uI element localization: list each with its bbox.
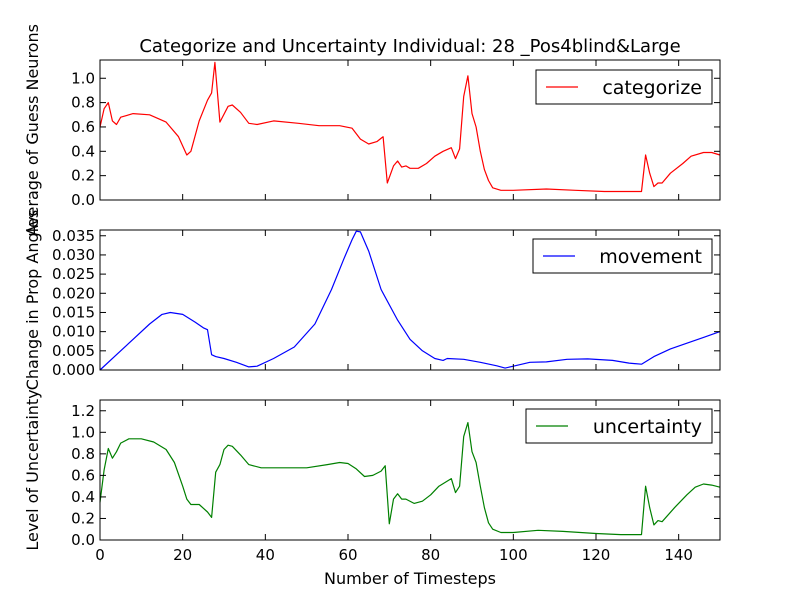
- y-tick-label: 0.005: [52, 342, 95, 360]
- figure-title: Categorize and Uncertainty Individual: 2…: [139, 36, 680, 57]
- x-tick-label: 60: [338, 546, 357, 564]
- x-tick-label: 100: [499, 546, 528, 564]
- y-tick-label: 0.6: [71, 118, 95, 136]
- x-tick-label: 80: [421, 546, 440, 564]
- axes-frame: [99, 59, 721, 201]
- legend-label-movement: movement: [599, 246, 702, 268]
- y-tick-label: 0.0: [71, 531, 95, 549]
- y-axis-label: Change in Prop Angles: [23, 210, 42, 391]
- x-axis-label: Number of Timesteps: [324, 569, 496, 588]
- legend: categorize: [535, 69, 713, 105]
- x-tick-label: 20: [173, 546, 192, 564]
- series-line-uncertainty: [99, 422, 721, 536]
- axes-frame: [99, 229, 721, 371]
- y-tick-label: 0.2: [71, 167, 95, 185]
- y-tick-label: 0.8: [71, 94, 95, 112]
- panel-1: 0.0 0.2 0.4 0.6 0.8 1.0 Average of Guess Neuro…: [23, 24, 721, 236]
- legend: uncertainty: [525, 408, 713, 444]
- legend: movement: [532, 238, 713, 274]
- legend-label-uncertainty: uncertainty: [593, 416, 702, 438]
- y-tick-label: 0.8: [71, 445, 95, 463]
- legend-label-categorize: categorize: [602, 77, 702, 99]
- y-tick-label: 0.015: [52, 303, 95, 321]
- x-tick-label: 120: [582, 546, 611, 564]
- y-tick-label: 0.2: [71, 509, 95, 527]
- y-tick-label: 1.2: [71, 402, 95, 420]
- y-tick-label: 0.000: [52, 361, 95, 379]
- y-axis-label: Level of Uncertainty: [23, 389, 42, 550]
- x-tick-label: 140: [664, 546, 693, 564]
- y-tick-label: 0.0: [71, 191, 95, 209]
- y-axis-label: Average of Guess Neurons: [23, 24, 42, 236]
- y-tick-label: 0.4: [71, 488, 95, 506]
- x-tick-label: 40: [256, 546, 275, 564]
- legend-box: [532, 238, 713, 274]
- y-tick-label: 0.010: [52, 323, 95, 341]
- series-line-categorize: [99, 61, 721, 193]
- axes-frame: [99, 399, 721, 541]
- y-tick-label: 1.0: [71, 69, 95, 87]
- y-tick-label: 0.020: [52, 284, 95, 302]
- y-tick-label: 0.035: [52, 227, 95, 245]
- y-tick-label: 0.6: [71, 466, 95, 484]
- y-tick-label: 0.030: [52, 246, 95, 264]
- x-tick-label: 0: [95, 546, 105, 564]
- y-tick-label: 0.025: [52, 265, 95, 283]
- panels: 0.0 0.2 0.4 0.6 0.8 1.0 Average of Guess Neuro…: [23, 24, 721, 564]
- y-tick-label: 1.0: [71, 423, 95, 441]
- y-tick-label: 0.4: [71, 142, 95, 160]
- panel-3: 0.0 0.2 0.4 0.6 0.8 1.0 1.2 0 20 40 60 80 100 120 140 L…: [23, 389, 721, 564]
- series-line-movement: [99, 230, 721, 371]
